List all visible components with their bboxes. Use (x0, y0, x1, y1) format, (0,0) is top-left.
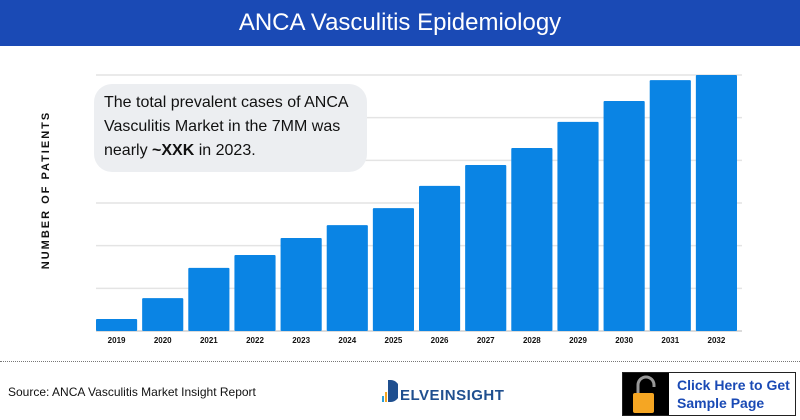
page-title: ANCA Vasculitis Epidemiology (0, 0, 800, 46)
delveinsight-logo: ELVEINSIGHT (380, 378, 504, 404)
bar-2029 (557, 121, 599, 331)
x-tick-label: 2031 (661, 336, 679, 345)
bar-2028 (511, 147, 553, 331)
x-tick-label: 2025 (385, 336, 403, 345)
x-tick-label: 2022 (246, 336, 264, 345)
cta-line1: Click Here to Get (677, 377, 790, 393)
bar-2032 (695, 75, 737, 331)
divider (0, 361, 800, 362)
x-tick-label: 2021 (200, 336, 218, 345)
cta-line2: Sample Page (677, 395, 765, 411)
logo-text: ELVEINSIGHT (400, 387, 505, 404)
x-tick-label: 2029 (569, 336, 587, 345)
bar-2022 (234, 255, 276, 331)
source-text: Source: ANCA Vasculitis Market Insight R… (8, 385, 256, 399)
x-tick-label: 2032 (708, 336, 726, 345)
bar-2019 (96, 319, 138, 331)
callout-box: The total prevalent cases of ANCA Vascul… (94, 84, 367, 172)
bar-2020 (142, 298, 184, 331)
x-tick-label: 2023 (292, 336, 310, 345)
x-tick-label: 2026 (431, 336, 449, 345)
callout-text: The total prevalent cases of ANCA Vascul… (104, 94, 348, 159)
bar-2025 (372, 208, 414, 331)
callout-highlight: ~XXK (152, 142, 195, 159)
x-tick-label: 2027 (477, 336, 495, 345)
sample-page-button[interactable]: Click Here to Get Sample Page (622, 372, 796, 416)
x-tick-label: 2020 (154, 336, 172, 345)
callout-text-end: in 2023. (194, 142, 256, 159)
x-tick-label: 2028 (523, 336, 541, 345)
x-tick-label: 2030 (615, 336, 633, 345)
logo-icon (380, 378, 400, 404)
bar-2031 (649, 80, 691, 332)
bar-2023 (280, 237, 322, 331)
unlock-icon (623, 373, 669, 415)
bar-2021 (188, 267, 230, 331)
bar-2027 (465, 165, 507, 331)
bar-2026 (419, 185, 461, 331)
x-tick-label: 2019 (108, 336, 126, 345)
bar-2024 (326, 225, 368, 331)
bar-chart: 2019 2020 2021 2022 2023 2024 2025 2026 2027 2028… (96, 74, 742, 345)
x-tick-label: 2024 (338, 336, 356, 345)
bar-2030 (603, 101, 645, 331)
